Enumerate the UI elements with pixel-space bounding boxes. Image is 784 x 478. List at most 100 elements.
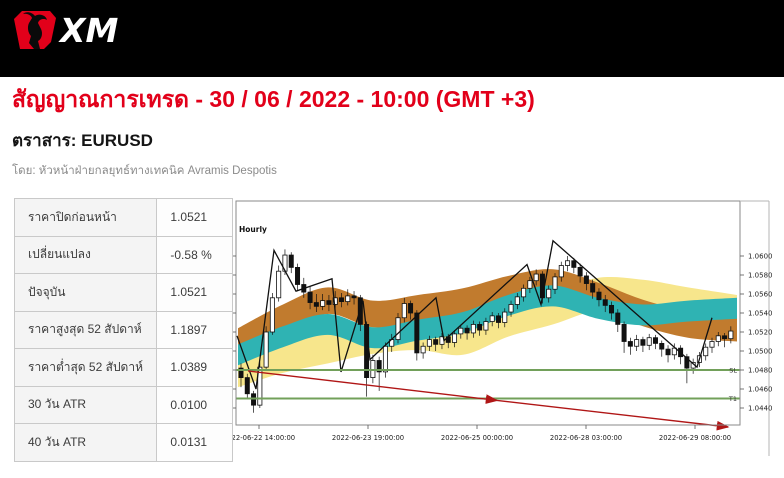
instrument-label: ตราสาร: EURUSD [12, 131, 153, 150]
table-row: ราคาต่ำสุด 52 สัปดาห์ 1.0389 [13, 348, 233, 387]
candle-body [602, 299, 608, 306]
candle-body [546, 288, 552, 299]
candle-body [401, 303, 407, 319]
stat-value: 1.1897 [156, 310, 233, 349]
candle-body [502, 311, 508, 323]
candle-body [495, 315, 501, 323]
trend-arrow [496, 399, 730, 431]
y-tick-label: 1.0500 [748, 348, 773, 356]
brown-band [238, 269, 737, 355]
bull-icon [23, 12, 47, 49]
candle-body [307, 291, 313, 303]
sl-level-label: SL [729, 367, 737, 375]
candle-body [627, 341, 633, 347]
candle-body [552, 276, 558, 290]
y-tick-label: 1.0600 [748, 253, 773, 261]
stat-label: ราคาต่ำสุด 52 สัปดาห์ [13, 348, 158, 387]
stat-label: ราคาสูงสุด 52 สัปดาห์ [13, 310, 158, 349]
t1-level-label: T1 [728, 395, 737, 403]
y-tick-label: 1.0520 [748, 329, 773, 337]
candle-body [332, 297, 338, 305]
candle-body [382, 345, 388, 373]
candle-body [276, 270, 282, 299]
candle-body [565, 260, 571, 266]
candle-body [477, 323, 483, 331]
candle-body [684, 356, 690, 369]
candle-body [715, 335, 721, 342]
candle-body [646, 337, 652, 346]
candle-body [420, 345, 426, 354]
candle-body [257, 366, 263, 406]
x-tick-label: 2022-06-25 00:00:00 [441, 434, 513, 442]
candle-body [426, 339, 432, 347]
candle-body [288, 254, 294, 268]
stat-label: เปลี่ยนแปลง [13, 235, 158, 274]
stat-label: ราคาปิดก่อนหน้า [13, 198, 158, 237]
x-tick-label: 2022-06-28 03:00:00 [550, 434, 622, 442]
table-row: 40 วัน ATR 0.0131 [13, 423, 233, 462]
candle-body [659, 342, 665, 350]
candle-body [320, 300, 326, 307]
candle-body [728, 330, 734, 340]
candle-body [458, 327, 464, 335]
candle-body [558, 265, 564, 278]
candle-body [514, 296, 520, 305]
table-row: ราคาปิดก่อนหน้า 1.0521 [13, 198, 233, 237]
candle-body [527, 280, 533, 289]
candle-body [326, 300, 332, 305]
zigzag-line [236, 239, 713, 390]
candle-body [634, 339, 640, 347]
stat-value: 1.0521 [156, 198, 233, 237]
candle-body [395, 317, 401, 341]
stat-label: ปัจจุบัน [13, 273, 158, 312]
candle-body [671, 347, 677, 356]
candle-body [533, 273, 539, 282]
candle-body [508, 304, 514, 313]
timeframe-label: Hourly [239, 225, 267, 234]
candle-body [583, 275, 589, 284]
candle-body [652, 337, 658, 344]
candle-body [489, 315, 495, 322]
table-row: เปลี่ยนแปลง -0.58 % [13, 235, 233, 274]
chart-svg: SL T1 1.0600 1.0580 1.0560 1.0540 1.0520 1.0500… [223, 200, 773, 456]
stat-label: 40 วัน ATR [13, 423, 158, 462]
stat-value: 1.0389 [156, 348, 233, 387]
candle-body [351, 295, 357, 299]
candle-body [263, 331, 269, 368]
stat-value: 1.0521 [156, 273, 233, 312]
stat-value: 0.0131 [156, 423, 233, 462]
candle-body [470, 323, 476, 334]
candle-body [433, 339, 439, 345]
candle-body [238, 367, 244, 379]
stats-table: ราคาปิดก่อนหน้า 1.0521 เปลี่ยนแปลง -0.58 % ป… [13, 198, 233, 462]
y-tick-label: 1.0580 [748, 272, 773, 280]
header-bar: XM [0, 0, 784, 77]
candle-body [703, 346, 709, 357]
logo-text: XM [58, 11, 118, 50]
candle-body [244, 377, 250, 395]
candle-body [313, 302, 319, 307]
candle-body [376, 360, 382, 373]
candle-body [615, 312, 621, 325]
candle-body [665, 348, 671, 356]
price-chart: SL T1 1.0600 1.0580 1.0560 1.0540 1.0520 1.0500… [223, 196, 778, 462]
stat-value: 0.0100 [156, 385, 233, 424]
page-title: สัญญาณการเทรด - 30 / 06 / 2022 - 10:00 (… [12, 86, 535, 112]
x-tick-label: 2022-06-22 14:00:00 [233, 434, 295, 442]
candle-body [521, 287, 527, 298]
y-tick-label: 1.0560 [748, 291, 773, 299]
candle-body [452, 333, 458, 343]
candle-body [709, 341, 715, 348]
candle-body [295, 267, 301, 285]
candle-body [571, 260, 577, 268]
xm-logo[interactable]: XM [14, 9, 144, 53]
y-tick-label: 1.0460 [748, 386, 773, 394]
candle-body [408, 303, 414, 314]
x-tick-label: 2022-06-23 19:00:00 [332, 434, 404, 442]
candle-body [577, 267, 583, 277]
candle-body [345, 295, 351, 303]
x-tick-label: 2022-06-29 08:00:00 [659, 434, 731, 442]
trend-arrow [247, 370, 499, 404]
candle-body [609, 305, 615, 314]
y-tick-label: 1.0480 [748, 367, 773, 375]
